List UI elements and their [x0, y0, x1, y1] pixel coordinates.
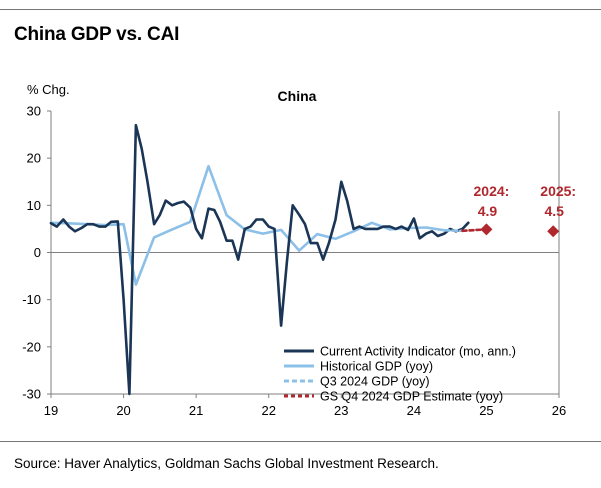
estimate-label-year: 2025:: [540, 183, 576, 199]
chart-title: China: [278, 88, 317, 104]
legend: Current Activity Indicator (mo, ann.)His…: [284, 345, 516, 404]
y-tick-label: -10: [22, 292, 41, 307]
x-tick-label: 24: [407, 403, 421, 418]
bottom-rule: [0, 441, 601, 442]
y-tick-label: 10: [27, 198, 41, 213]
x-tick-label: 23: [334, 403, 348, 418]
series-line-0: [49, 123, 470, 396]
source-note: Source: Haver Analytics, Goldman Sachs G…: [14, 456, 439, 471]
legend-label: Historical GDP (yoy): [320, 360, 433, 374]
estimate-marker-2: [547, 225, 560, 238]
legend-label: Current Activity Indicator (mo, ann.): [320, 345, 516, 359]
legend-label: Q3 2024 GDP (yoy): [320, 375, 430, 389]
y-tick-label: -20: [22, 339, 41, 354]
estimate-marker-1: [480, 223, 493, 236]
x-tick-label: 19: [44, 403, 58, 418]
series-line-2: [442, 229, 464, 233]
legend-label: GS Q4 2024 GDP Estimate (yoy): [320, 390, 503, 404]
y-tick-label: 20: [27, 151, 41, 166]
x-tick-label: 20: [116, 403, 130, 418]
y-tick-label: 0: [34, 245, 41, 260]
y-axis-label: % Chg.: [27, 82, 70, 97]
estimate-label-value: 4.5: [544, 203, 564, 219]
y-tick-label: -30: [22, 387, 41, 402]
top-rule: [0, 9, 601, 10]
estimate-label-year: 2024:: [474, 183, 510, 199]
x-tick-label: 21: [189, 403, 203, 418]
y-tick-label: 30: [27, 104, 41, 119]
markers-layer: 2024: 4.9 2025: 4.5: [474, 183, 576, 238]
estimate-label-value: 4.9: [478, 203, 498, 219]
page-title: China GDP vs. CAI: [14, 24, 180, 45]
axes: -30 -20 -10 0 10 20 30 19 20 21 22 23 24 25 26: [22, 104, 566, 419]
x-tick-label: 22: [261, 403, 275, 418]
x-tick-label: 26: [552, 403, 566, 418]
x-tick-label: 25: [479, 403, 493, 418]
